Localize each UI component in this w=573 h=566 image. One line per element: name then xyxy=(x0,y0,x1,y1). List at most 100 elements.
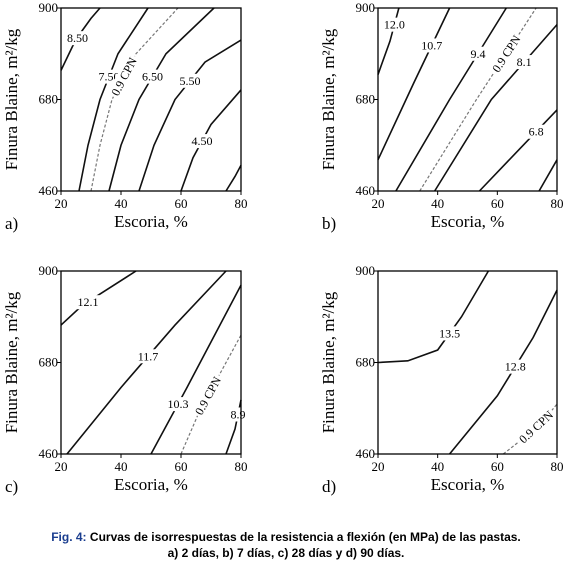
x-tick-label: 40 xyxy=(431,196,444,211)
contour-label-group: 13.5 xyxy=(437,326,463,341)
contour-label: 8.50 xyxy=(67,31,88,45)
label-bg xyxy=(191,372,226,420)
contour-label: 8.9 xyxy=(231,407,246,421)
contour-label-group: 6.50 xyxy=(140,69,165,84)
contour-line xyxy=(377,7,451,161)
contour-label-group: 8.1 xyxy=(514,55,534,70)
caption-label: Fig. 4: xyxy=(51,530,86,544)
label-bg xyxy=(107,53,141,100)
label-bg xyxy=(526,124,546,139)
x-axis-label: Escoria, % xyxy=(114,212,188,231)
contour-label-group: 0.9 CPN xyxy=(488,30,525,77)
contour-label: 7.50 xyxy=(99,70,120,84)
cpn-line xyxy=(90,7,179,192)
label-bg xyxy=(177,73,203,88)
contour-line xyxy=(395,7,507,192)
contour-label-group: 11.7 xyxy=(135,349,161,364)
contour-label-group: 0.9 CPN xyxy=(514,406,558,448)
contour-label-group: 5.50 xyxy=(177,73,203,88)
y-tick-label: 680 xyxy=(356,355,376,370)
label-bg xyxy=(228,407,248,422)
x-tick-label: 20 xyxy=(55,459,68,474)
label-bg xyxy=(135,349,161,364)
contour-label: 6.8 xyxy=(529,125,544,139)
panel-label: a) xyxy=(5,214,18,233)
x-axis-label: Escoria, % xyxy=(431,212,505,231)
y-tick-label: 460 xyxy=(356,183,376,198)
x-tick-label: 80 xyxy=(551,196,564,211)
x-tick-label: 20 xyxy=(372,459,385,474)
contour-line xyxy=(538,159,558,192)
x-tick-label: 40 xyxy=(115,459,128,474)
label-bg xyxy=(140,69,165,84)
x-tick-label: 80 xyxy=(235,459,248,474)
y-tick-label: 900 xyxy=(356,0,376,15)
contour-label: 6.50 xyxy=(142,70,163,84)
contour-label-group: 9.4 xyxy=(468,46,488,61)
x-tick-label: 60 xyxy=(175,459,188,474)
contour-label-group: 8.50 xyxy=(65,31,90,46)
panel-label: c) xyxy=(5,477,18,496)
caption-line: Fig. 4: Curvas de isorrespuestas de la r… xyxy=(51,530,521,544)
label-bg xyxy=(165,397,191,412)
caption-line: a) 2 días, b) 7 días, c) 28 días y d) 90… xyxy=(168,546,405,560)
contour-line xyxy=(478,109,558,192)
contour-label-group: 6.8 xyxy=(526,124,546,139)
label-bg xyxy=(502,359,528,374)
x-tick-label: 20 xyxy=(372,196,385,211)
cpn-label: 0.9 CPN xyxy=(516,408,556,447)
panel-label: d) xyxy=(322,477,336,496)
contour-label-group: 12.0 xyxy=(381,17,407,32)
contour-label: 11.7 xyxy=(138,349,159,363)
contour-label: 10.7 xyxy=(421,38,442,52)
label-bg xyxy=(189,134,215,149)
x-tick-label: 80 xyxy=(235,196,248,211)
contour-label: 10.3 xyxy=(168,397,189,411)
cpn-label: 0.9 CPN xyxy=(192,374,224,417)
y-axis-label: Finura Blaine, m²/kg xyxy=(2,28,21,170)
x-tick-label: 40 xyxy=(115,196,128,211)
x-tick-label: 40 xyxy=(431,459,444,474)
cpn-line xyxy=(180,334,242,455)
contour-label: 9.4 xyxy=(470,47,485,61)
contour-label-group: 12.1 xyxy=(75,295,101,310)
y-tick-label: 680 xyxy=(39,92,59,107)
label-bg xyxy=(381,17,407,32)
contour-label: 12.0 xyxy=(384,18,405,32)
x-tick-label: 20 xyxy=(55,196,68,211)
panel-label: b) xyxy=(322,214,336,233)
y-axis-label: Finura Blaine, m²/kg xyxy=(2,291,21,433)
contour-line xyxy=(108,7,215,192)
contour-label: 12.1 xyxy=(78,295,99,309)
label-bg xyxy=(514,55,534,70)
contour-label-group: 0.9 CPN xyxy=(191,372,226,420)
contour-label-group: 10.7 xyxy=(419,38,445,53)
contour-line xyxy=(78,7,149,192)
contour-line xyxy=(138,39,242,192)
contour-label: 12.8 xyxy=(505,360,526,374)
contour-label: 13.5 xyxy=(439,326,460,340)
contour-line xyxy=(434,24,558,192)
x-tick-label: 80 xyxy=(551,459,564,474)
label-bg xyxy=(437,326,463,341)
label-bg xyxy=(65,31,90,46)
contour-line xyxy=(225,164,242,192)
y-tick-label: 460 xyxy=(39,446,59,461)
label-bg xyxy=(468,46,488,61)
contour-label-group: 10.3 xyxy=(165,397,191,412)
y-axis-label: Finura Blaine, m²/kg xyxy=(319,291,338,433)
x-tick-label: 60 xyxy=(491,196,504,211)
label-bg xyxy=(419,38,445,53)
contour-line xyxy=(377,270,490,364)
y-tick-label: 680 xyxy=(356,92,376,107)
label-bg xyxy=(488,30,525,77)
label-bg xyxy=(75,295,101,310)
y-tick-label: 900 xyxy=(356,263,376,278)
y-tick-label: 680 xyxy=(39,355,59,370)
x-axis-label: Escoria, % xyxy=(114,475,188,494)
x-tick-label: 60 xyxy=(491,459,504,474)
label-bg xyxy=(514,406,558,448)
y-tick-label: 900 xyxy=(39,0,59,15)
contour-label: 8.1 xyxy=(517,55,532,69)
